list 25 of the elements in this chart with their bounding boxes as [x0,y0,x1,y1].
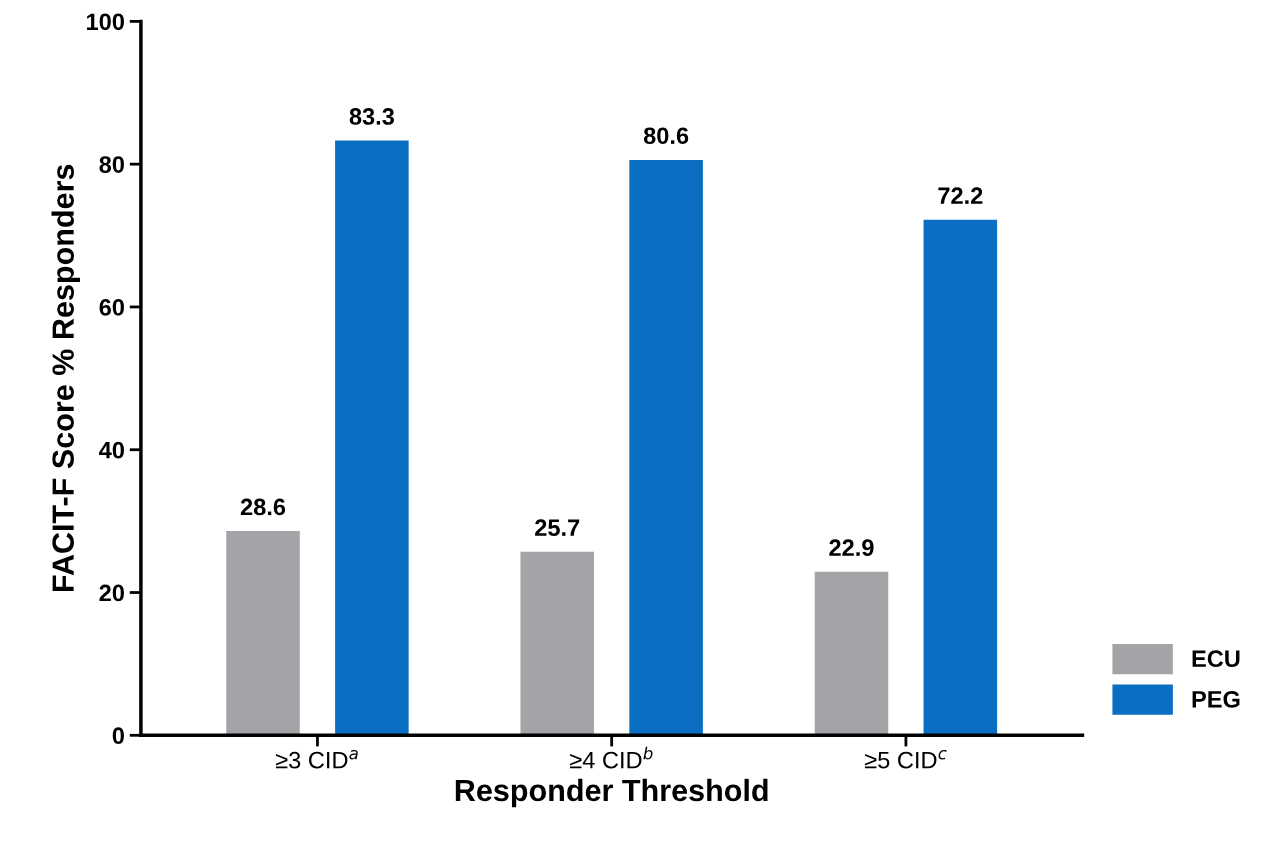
x-tick-label: ≥3 CID$^{a}$ [275,749,358,769]
data-label: 25.7 [535,519,580,537]
bar [629,159,703,736]
legend-label: PEG [1192,690,1240,708]
y-tick-label: 60 [99,299,124,316]
bar [814,571,889,736]
y-tick-label: 100 [87,13,124,31]
x-axis-title: Responder Threshold [455,778,768,808]
bar [923,219,998,736]
y-tick-label: 20 [99,584,124,602]
x-tick-label: ≥5 CID$^{c}$ [864,749,947,769]
y-tick-label: 40 [99,441,124,459]
y-axis-title: FACIT-F Score % Responders [51,164,80,592]
y-tick-label: 80 [99,156,124,173]
y-tick-label: 0 [112,727,124,745]
data-label: 83.3 [349,108,395,125]
bar [226,531,300,736]
data-label: 28.6 [240,498,286,516]
bar [520,551,595,736]
x-tick-label: ≥4 CID$^{b}$ [570,746,653,769]
data-label: 80.6 [643,127,689,145]
bar [335,140,409,736]
data-label: 72.2 [938,187,983,204]
legend-label: ECU [1192,650,1240,668]
data-label: 22.9 [829,539,874,557]
